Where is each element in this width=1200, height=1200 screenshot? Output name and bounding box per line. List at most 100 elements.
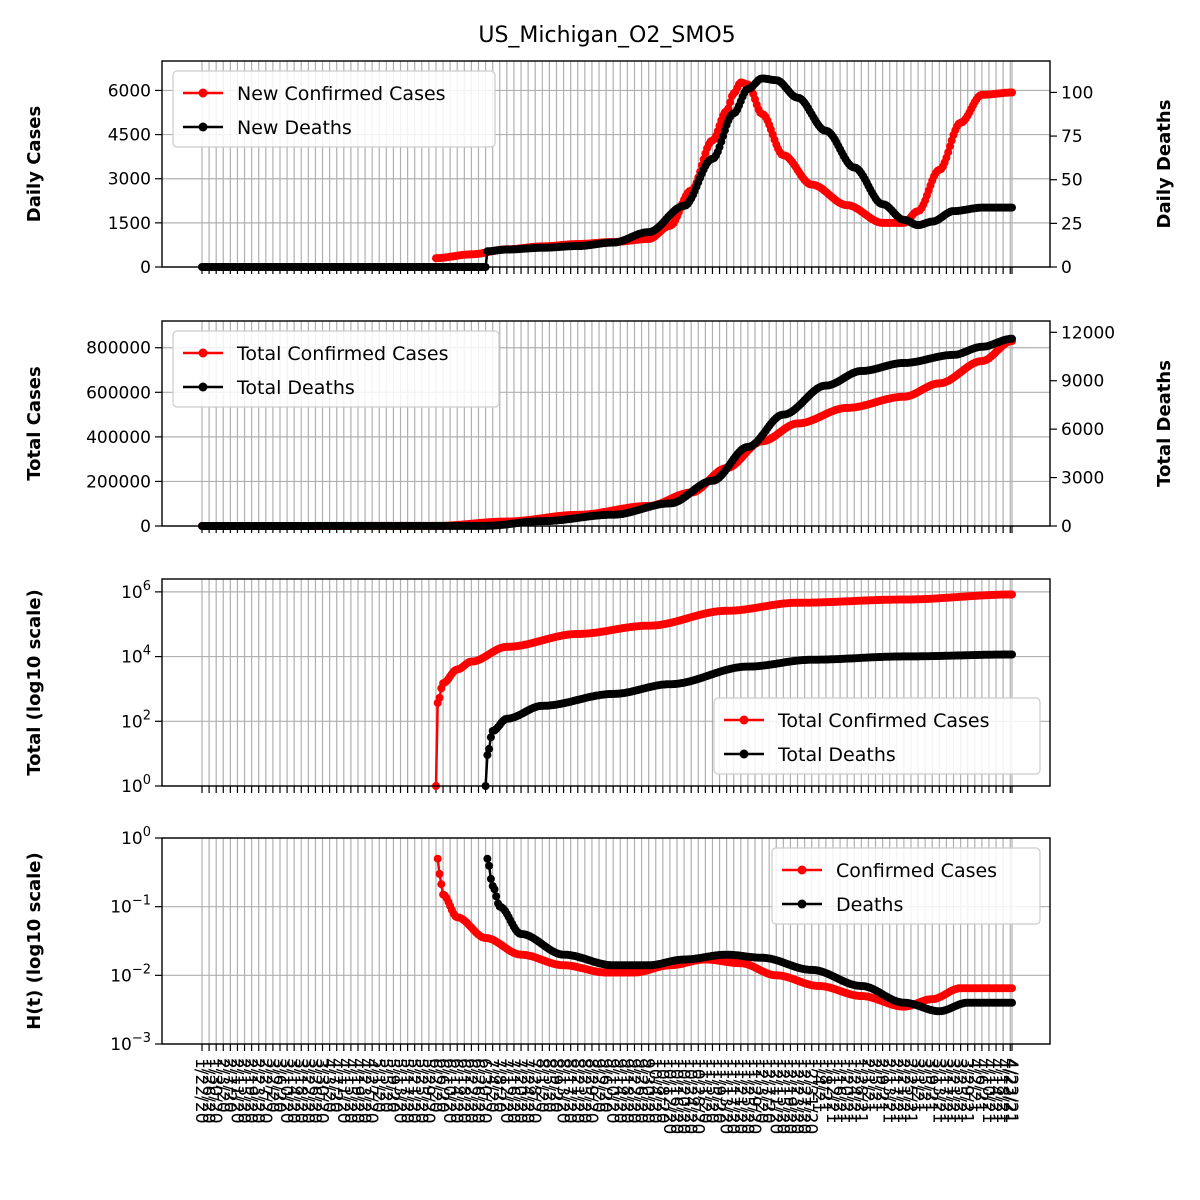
y-tick-label: 10−1 (110, 894, 151, 918)
legend: New Confirmed Cases New Deaths (172, 70, 496, 148)
panel-4: 10−3 10−2 10−1 100 Confirmed Cases Deaths H(t)… (24, 825, 1051, 1055)
panel-2: 0 200000 400000 600000 800000 0 3000 6000 9000 12… (24, 320, 1175, 537)
legend-label: Total Deaths (777, 744, 896, 766)
x-axis-dates: 1/22/201/26/201/30/202/3/202/7/202/11/20… (191, 1058, 1021, 1134)
y-tick-label: 1500 (108, 214, 151, 234)
legend-marker (198, 88, 208, 98)
x-tick-label: 2/15/20 (234, 1058, 254, 1124)
data-point (492, 892, 501, 901)
legend-frame (172, 330, 500, 408)
y-right-tick-label: 9000 (1061, 372, 1104, 392)
data-point (435, 869, 444, 878)
x-tick-label: 3/29/21 (957, 1058, 977, 1124)
x-tick-label: 6/14/20 (446, 1058, 466, 1124)
x-tick-label: 3/22/20 (297, 1058, 317, 1124)
x-tick-label: 2/21/21 (893, 1058, 913, 1124)
y-tick-label: 102 (121, 708, 151, 732)
x-tick-label: 3/17/21 (935, 1058, 955, 1124)
x-tick-label: 12/11/20 (765, 1058, 785, 1134)
y-right-tick-labels: 0 3000 6000 9000 12000 (1050, 323, 1115, 537)
series-cases-markers (432, 590, 1016, 790)
data-point (490, 885, 499, 894)
x-tick-label: 8/21/20 (567, 1058, 587, 1124)
x-tick-label: 12/3/20 (751, 1058, 771, 1124)
x-tick-label: 8/1/20 (531, 1058, 551, 1113)
x-tick-label: 10/28/20 (687, 1058, 707, 1134)
x-tick-label: 4/23/20 (354, 1058, 374, 1124)
legend-marker (198, 122, 208, 132)
x-tick-label: 1/4/21 (808, 1058, 828, 1113)
data-point (1008, 590, 1016, 599)
x-tick-label: 9/18/20 (616, 1058, 636, 1124)
y-right-tick-label: 25 (1061, 214, 1083, 234)
x-tick-label: 6/6/20 (432, 1058, 452, 1113)
x-tick-label: 7/8/20 (489, 1058, 509, 1113)
x-tick-label: 3/25/21 (950, 1058, 970, 1124)
x-tick-label: 1/20/21 (836, 1058, 856, 1124)
x-tick-label: 12/27/20 (794, 1058, 814, 1134)
x-tick-label: 4/23/21 (1001, 1058, 1021, 1124)
y-tick-label: 800000 (86, 339, 151, 359)
y-right-tick-label: 50 (1061, 171, 1083, 191)
y-tick-label: 0 (140, 517, 151, 537)
y-right-tick-label: 0 (1061, 258, 1072, 278)
x-tick-label: 4/2/21 (964, 1058, 984, 1113)
legend-frame (713, 697, 1041, 775)
plot-frame (161, 578, 1051, 787)
x-tick-label: 4/22/21 (999, 1058, 1019, 1124)
x-tick-marks (201, 1044, 1013, 1051)
data-point (486, 874, 495, 883)
legend-label: Total Confirmed Cases (777, 710, 990, 732)
y-right-tick-label: 6000 (1061, 420, 1104, 440)
x-tick-label: 4/15/20 (340, 1058, 360, 1124)
data-point (1008, 203, 1016, 212)
legend-label: Deaths (836, 894, 903, 916)
y-right-tick-label: 100 (1061, 83, 1093, 103)
x-tick-label: 11/9/20 (709, 1058, 729, 1124)
data-point (724, 104, 733, 113)
x-tick-label: 3/5/21 (914, 1058, 934, 1113)
plot-frame (161, 837, 1051, 1045)
panel-3: 100 102 104 106 Total Confirmed Cases Total D… (24, 578, 1051, 797)
x-gridlines (201, 579, 1013, 786)
x-tick-label: 5/21/20 (404, 1058, 424, 1124)
x-tick-label: 7/4/20 (482, 1058, 502, 1113)
panel-1: 0 1500 3000 4500 6000 0 25 50 75 100 New Confirmed… (24, 60, 1175, 278)
x-tick-label: 8/17/20 (560, 1058, 580, 1124)
legend-marker (198, 382, 208, 392)
plot-frame (161, 320, 1051, 527)
legend-frame (771, 847, 1041, 925)
y-tick-label: 104 (121, 644, 151, 668)
x-tick-label: 1/26/20 (198, 1058, 218, 1124)
x-tick-label: 9/14/20 (609, 1058, 629, 1124)
x-tick-label: 11/29/20 (744, 1058, 764, 1134)
x-tick-label: 5/1/20 (368, 1058, 388, 1113)
x-tick-label: 3/18/20 (290, 1058, 310, 1124)
y-tick-label: 106 (121, 579, 151, 603)
x-tick-label: 9/10/20 (602, 1058, 622, 1124)
x-tick-label: 4/3/20 (319, 1058, 339, 1113)
legend-label: Total Confirmed Cases (236, 343, 449, 365)
x-tick-label: 11/17/20 (723, 1058, 743, 1134)
y-tick-labels: 10−3 10−2 10−1 100 (110, 825, 162, 1055)
x-tick-label: 7/20/20 (510, 1058, 530, 1124)
x-tick-label: 5/29/20 (418, 1058, 438, 1124)
series-deaths-markers (198, 334, 1016, 530)
x-tick-label: 12/7/20 (758, 1058, 778, 1124)
x-tick-label: 6/22/20 (460, 1058, 480, 1124)
x-tick-label: 1/24/21 (843, 1058, 863, 1124)
y-right-tick-labels: 0 25 50 75 100 (1050, 83, 1093, 278)
x-tick-label: 11/13/20 (716, 1058, 736, 1134)
x-tick-label: 2/5/21 (865, 1058, 885, 1113)
x-tick-label: 4/27/20 (361, 1058, 381, 1124)
chart-title: US_Michigan_O2_SMO5 (478, 23, 735, 48)
data-point (437, 880, 446, 889)
x-tick-label: 4/14/21 (985, 1058, 1005, 1124)
legend-marker (739, 715, 749, 725)
x-tick-label: 3/14/20 (283, 1058, 303, 1124)
y-right-axis-title: Daily Deaths (1154, 100, 1175, 229)
x-tick-label: 2/25/21 (900, 1058, 920, 1124)
x-tick-label: 2/11/20 (226, 1058, 246, 1124)
y-right-tick-label: 75 (1061, 127, 1083, 147)
